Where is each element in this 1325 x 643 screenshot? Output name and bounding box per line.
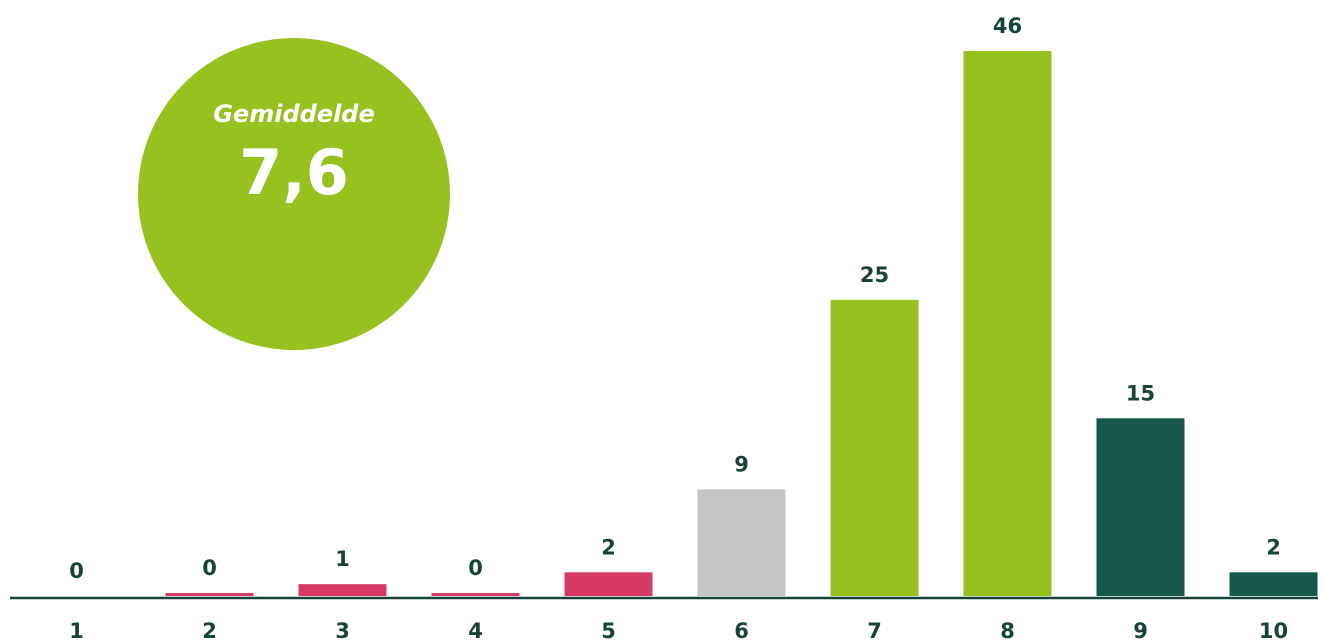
x-tick-label-2: 2 [202, 619, 217, 643]
average-value: 7,6 [239, 136, 349, 209]
bar-10 [1229, 572, 1318, 596]
bar-2 [165, 593, 254, 596]
bar-5 [564, 572, 653, 596]
value-label-2: 0 [202, 556, 217, 580]
x-tick-label-3: 3 [335, 619, 350, 643]
average-label: Gemiddelde [213, 100, 375, 128]
x-tick-labels-group: 1 2 3 4 5 6 7 8 9 10 [69, 619, 1288, 643]
x-tick-label-5: 5 [601, 619, 616, 643]
value-labels-group: 0 0 1 0 2 9 25 46 15 2 [69, 14, 1281, 583]
value-label-3: 1 [335, 547, 350, 571]
bar-6 [697, 489, 786, 596]
value-label-5: 2 [601, 535, 616, 559]
x-tick-label-4: 4 [468, 619, 483, 643]
x-tick-label-10: 10 [1259, 619, 1288, 643]
x-tick-label-6: 6 [734, 619, 749, 643]
bars-group [165, 51, 1318, 596]
value-label-8: 46 [993, 14, 1022, 38]
bar-7 [830, 299, 919, 596]
x-tick-label-1: 1 [69, 619, 84, 643]
value-label-6: 9 [734, 452, 749, 476]
x-tick-label-8: 8 [1000, 619, 1015, 643]
average-badge: Gemiddelde 7,6 [138, 38, 450, 350]
value-label-9: 15 [1126, 381, 1155, 405]
value-label-4: 0 [468, 556, 483, 580]
value-label-1: 0 [69, 559, 84, 583]
bar-3 [298, 584, 387, 596]
value-label-7: 25 [860, 263, 889, 287]
x-tick-label-7: 7 [867, 619, 882, 643]
value-label-10: 2 [1266, 535, 1281, 559]
x-tick-label-9: 9 [1133, 619, 1148, 643]
bar-4 [431, 593, 520, 596]
bar-9 [1096, 418, 1185, 596]
bar-8 [963, 51, 1052, 596]
